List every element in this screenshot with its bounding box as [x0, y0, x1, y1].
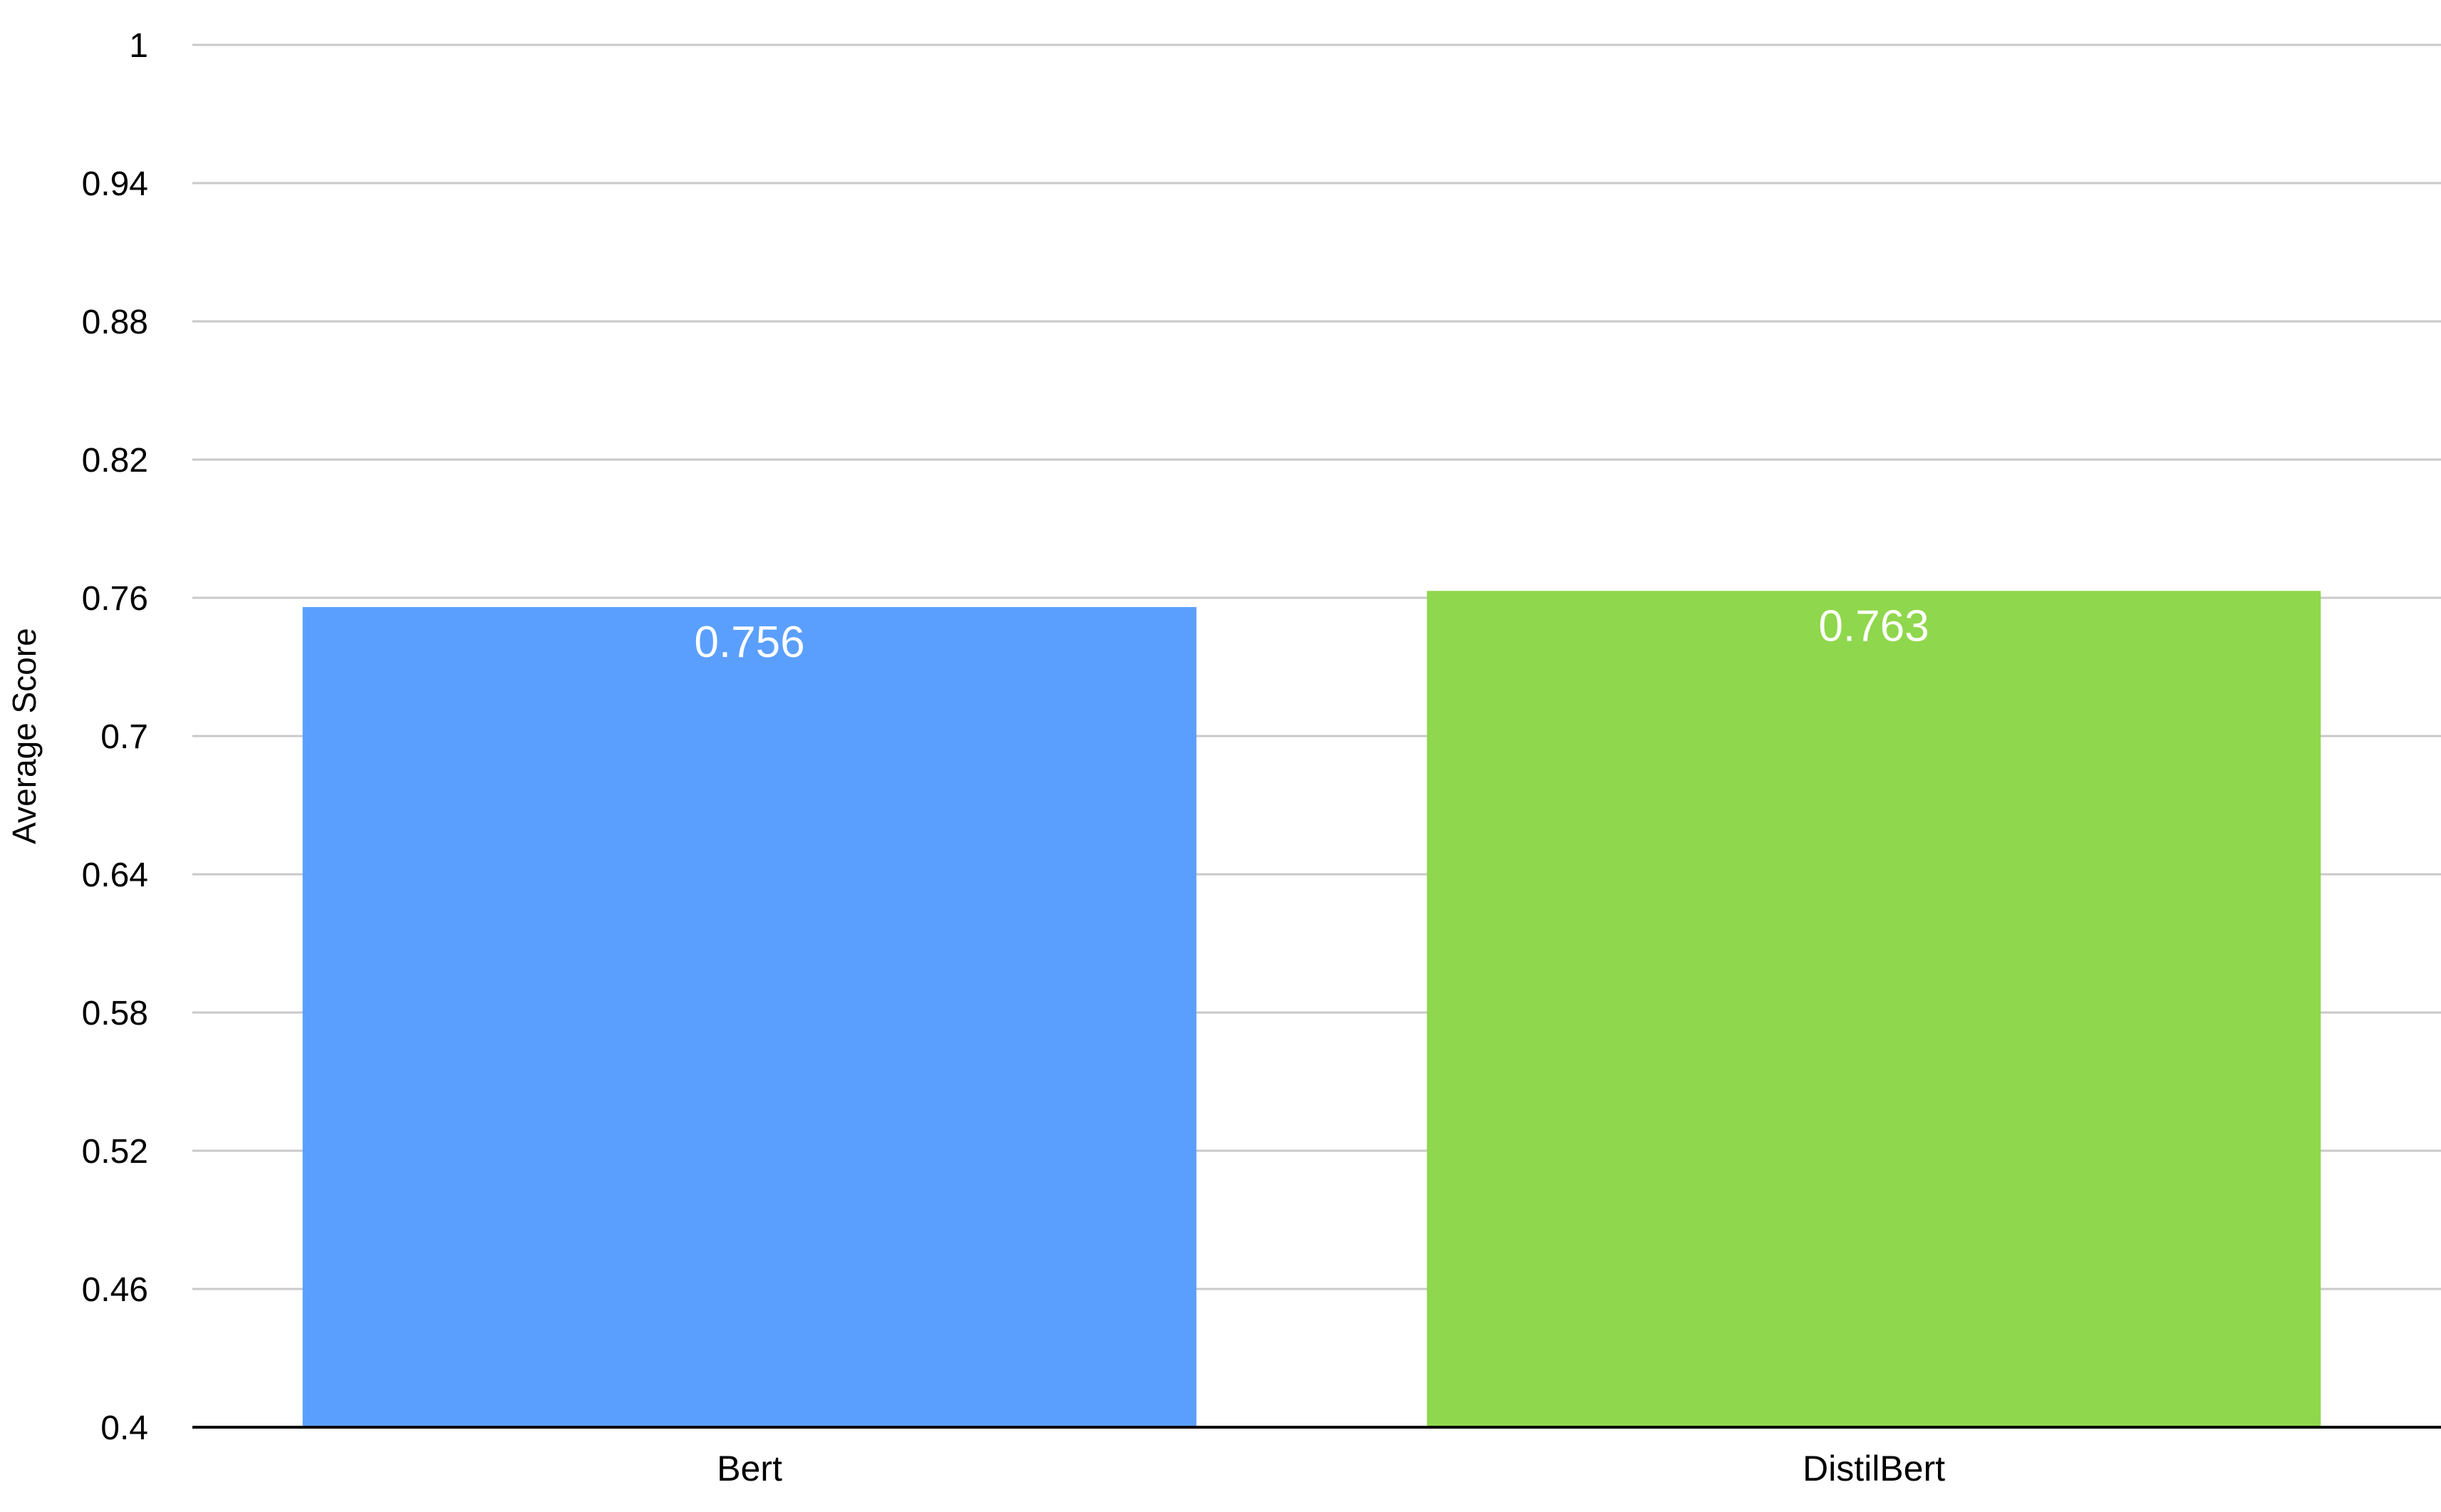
bars: [302, 591, 2321, 1427]
y-tick-label: 0.88: [82, 304, 148, 341]
y-tick-label: 0.82: [82, 442, 148, 480]
y-tick-label: 0.64: [82, 856, 148, 894]
labels: 0.4 0.46 0.52 0.58 0.64 0.7 0.76 0.82 0.88 0.94 1 0…: [82, 27, 1946, 1488]
y-tick-label: 0.52: [82, 1133, 148, 1171]
x-category-label: Bert: [717, 1449, 782, 1488]
y-tick-label: 0.76: [82, 580, 148, 618]
y-tick-label: 0.4: [100, 1409, 148, 1447]
bar-bert: [302, 606, 1197, 1427]
data-label: 0.756: [694, 618, 804, 667]
y-axis-title: Average Score: [6, 628, 43, 844]
x-category-label: DistilBert: [1803, 1449, 1945, 1488]
y-tick-label: 0.46: [82, 1271, 148, 1309]
y-tick-label: 0.94: [82, 165, 148, 203]
y-tick-label: 0.7: [100, 718, 148, 756]
y-tick-label: 0.58: [82, 995, 148, 1032]
y-tick-label: 1: [129, 27, 148, 65]
bar-distilbert: [1426, 591, 2321, 1427]
data-label: 0.763: [1818, 601, 1929, 651]
